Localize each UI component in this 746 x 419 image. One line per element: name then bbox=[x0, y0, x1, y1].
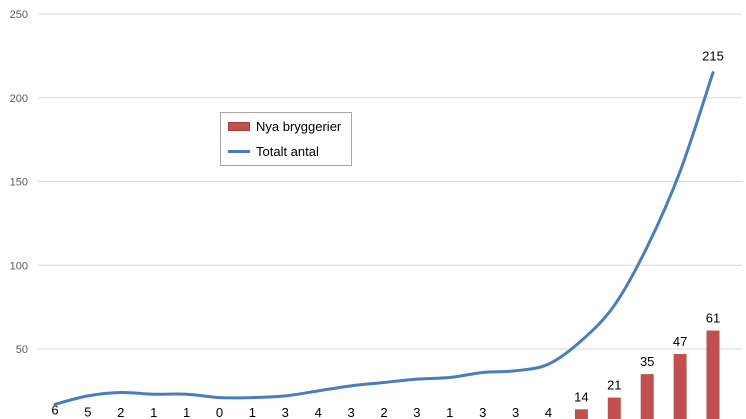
legend-label-bars: Nya bryggerier bbox=[256, 118, 342, 134]
bar-data-label: 3 bbox=[479, 405, 486, 419]
y-tick-label: 150 bbox=[10, 177, 28, 189]
bar-data-label: 6 bbox=[51, 403, 58, 418]
line-series-totalt-antal bbox=[53, 71, 715, 406]
y-tick-label: 250 bbox=[10, 9, 28, 21]
bar-data-label: 3 bbox=[413, 405, 420, 419]
bar-data-label: 0 bbox=[216, 405, 223, 419]
bar-data-label: 1 bbox=[150, 405, 157, 419]
bar bbox=[673, 354, 687, 419]
bar-data-label: 1 bbox=[183, 405, 190, 419]
bar-data-label: 14 bbox=[574, 389, 588, 404]
bar-data-label: 1 bbox=[249, 405, 256, 419]
bar-data-label: 21 bbox=[607, 378, 621, 393]
legend-label-line: Totalt antal bbox=[256, 143, 319, 159]
bar-data-label: 2 bbox=[117, 405, 124, 419]
bar-data-label: 4 bbox=[545, 405, 552, 419]
legend-swatch-bar bbox=[228, 121, 250, 131]
y-tick-label: 100 bbox=[10, 260, 28, 272]
bar bbox=[607, 397, 621, 419]
bar bbox=[640, 374, 654, 419]
gridlines bbox=[38, 13, 742, 350]
bar-data-label: 3 bbox=[347, 405, 354, 419]
bar-series-nya-bryggerier bbox=[574, 330, 720, 419]
legend-item-bars: Nya bryggerier bbox=[228, 117, 341, 135]
y-tick-label: 50 bbox=[16, 344, 28, 356]
bar-data-label: 3 bbox=[512, 405, 519, 419]
bar-data-label: 1 bbox=[446, 405, 453, 419]
bar bbox=[706, 330, 720, 419]
bar-data-label: 35 bbox=[640, 354, 654, 369]
legend-item-line: Totalt antal bbox=[228, 142, 319, 160]
bar-data-label: 61 bbox=[706, 311, 720, 326]
bar bbox=[574, 409, 588, 419]
legend: Nya bryggerier Totalt antal bbox=[220, 112, 352, 166]
bar-data-label: 4 bbox=[315, 405, 322, 419]
legend-swatch-line bbox=[228, 149, 250, 153]
y-tick-label: 200 bbox=[10, 93, 28, 105]
bar-data-label: 5 bbox=[84, 404, 91, 419]
y-axis-ticks: 50 100 150 200 250 bbox=[10, 9, 28, 356]
bar-data-label: 2 bbox=[380, 405, 387, 419]
line-end-label: 215 bbox=[702, 49, 724, 64]
bar-data-label: 47 bbox=[673, 334, 687, 349]
bar-data-label: 3 bbox=[282, 405, 289, 419]
